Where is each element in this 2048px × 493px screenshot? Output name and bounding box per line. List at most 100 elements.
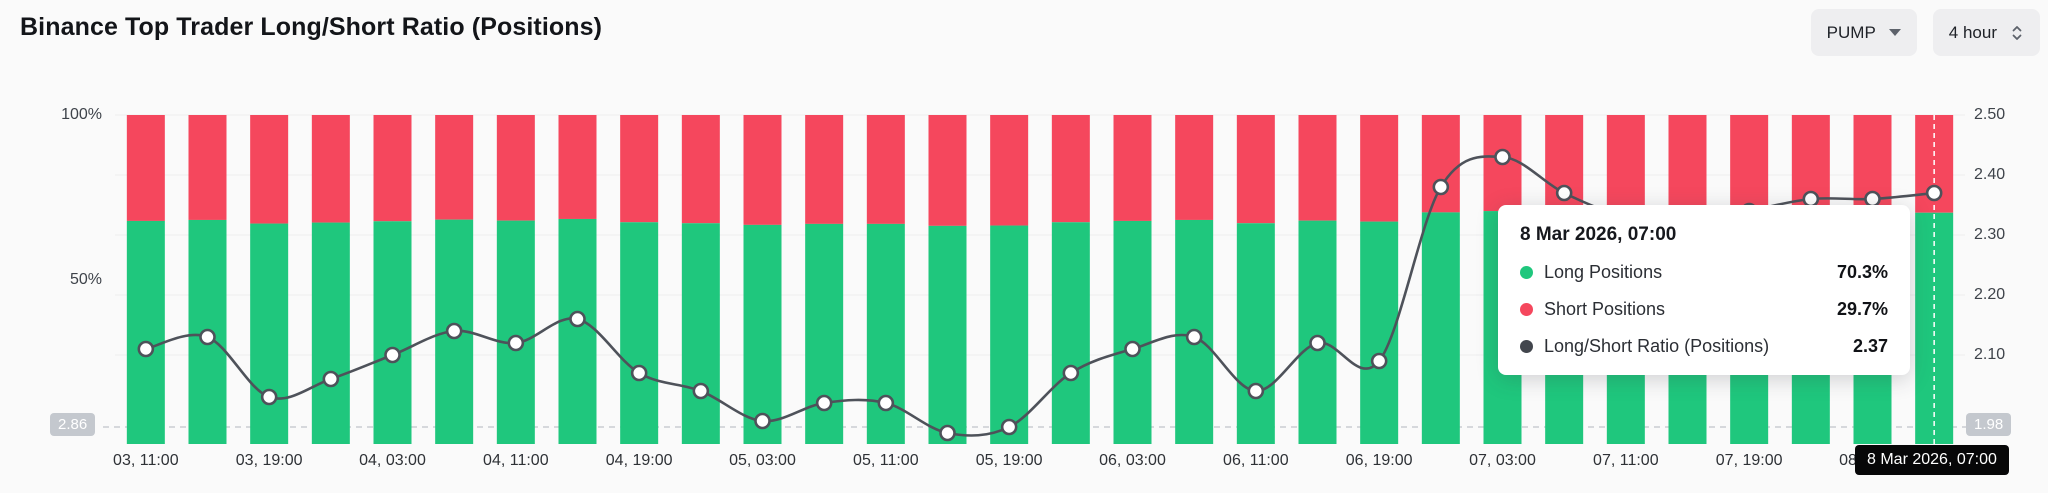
short-bar[interactable]	[311, 115, 350, 223]
ratio-marker[interactable]	[754, 412, 771, 430]
ratio-marker[interactable]	[630, 364, 648, 382]
x-axis-tick-label: 06, 03:00	[1099, 452, 1166, 469]
ratio-marker[interactable]	[445, 322, 463, 340]
ratio-marker[interactable]	[692, 382, 710, 400]
long-bar[interactable]	[1915, 212, 1954, 444]
x-axis-tick-label: 07, 03:00	[1469, 452, 1536, 469]
right-edge-badge: 1.98	[1966, 413, 2012, 436]
short-bar[interactable]	[1421, 115, 1460, 213]
ratio-marker[interactable]	[1185, 328, 1203, 346]
x-axis-tick-label: 04, 19:00	[605, 452, 673, 469]
x-axis-tick-label: 04, 11:00	[483, 452, 549, 469]
long-bar[interactable]	[990, 225, 1029, 444]
long-positions-dot-icon	[1520, 266, 1533, 279]
x-axis-tick-label: 05, 19:00	[975, 452, 1043, 469]
short-bar[interactable]	[620, 115, 659, 223]
long-bar[interactable]	[496, 220, 535, 444]
x-axis-tick-label: 06, 19:00	[1345, 452, 1413, 469]
long-bar[interactable]	[1298, 220, 1337, 444]
ratio-dot-icon	[1520, 340, 1533, 353]
symbol-select-value: PUMP	[1826, 22, 1876, 42]
ratio-marker[interactable]	[1925, 184, 1943, 202]
ratio-marker[interactable]	[137, 340, 155, 358]
ratio-marker[interactable]	[199, 328, 216, 346]
ratio-marker[interactable]	[1124, 340, 1141, 358]
long-bar[interactable]	[126, 220, 165, 444]
short-bar[interactable]	[681, 115, 720, 224]
ratio-marker[interactable]	[322, 370, 340, 388]
tooltip-label: Long/Short Ratio (Positions)	[1544, 336, 1770, 356]
long-bar[interactable]	[620, 222, 659, 444]
long-bar[interactable]	[681, 223, 720, 444]
tooltip-row-short: Short Positions 29.7%	[1520, 299, 1888, 320]
short-bar[interactable]	[373, 115, 412, 222]
ratio-marker[interactable]	[1370, 352, 1388, 370]
short-bar[interactable]	[188, 115, 227, 220]
short-bar[interactable]	[126, 115, 165, 221]
short-bar[interactable]	[250, 115, 289, 224]
short-bar[interactable]	[1360, 115, 1399, 222]
long-bar[interactable]	[558, 218, 597, 444]
short-bar[interactable]	[928, 115, 967, 226]
x-axis-tick-label: 03, 19:00	[235, 452, 303, 469]
short-bar[interactable]	[1113, 115, 1152, 221]
ratio-marker[interactable]	[1000, 418, 1018, 436]
short-bar[interactable]	[435, 115, 474, 220]
ratio-marker[interactable]	[260, 388, 278, 406]
short-bar[interactable]	[496, 115, 535, 221]
short-bar[interactable]	[990, 115, 1029, 226]
ratio-marker[interactable]	[1247, 382, 1265, 400]
left-edge-badge: 2.86	[50, 413, 96, 436]
ratio-marker[interactable]	[507, 334, 525, 352]
short-bar[interactable]	[558, 115, 597, 219]
ratio-marker[interactable]	[939, 424, 956, 442]
tooltip-row-ratio: Long/Short Ratio (Positions) 2.37	[1520, 336, 1888, 357]
ratio-marker[interactable]	[1494, 148, 1511, 166]
short-bar[interactable]	[1175, 115, 1214, 220]
x-axis-tick-label: 05, 03:00	[729, 452, 796, 469]
ratio-marker[interactable]	[569, 310, 586, 328]
short-bar[interactable]	[1298, 115, 1337, 221]
interval-select[interactable]: 4 hour	[1932, 9, 2040, 56]
x-axis-hover-tooltip: 8 Mar 2026, 07:00	[1855, 445, 2009, 475]
right-axis-tick-label: 2.10	[1974, 346, 2006, 363]
tooltip-label: Long Positions	[1544, 262, 1663, 282]
tooltip-value: 70.3%	[1836, 262, 1888, 282]
long-bar[interactable]	[311, 222, 350, 444]
right-axis-tick-label: 2.40	[1974, 166, 2006, 183]
ratio-marker[interactable]	[1309, 334, 1326, 352]
long-bar[interactable]	[250, 223, 289, 444]
page-title: Binance Top Trader Long/Short Ratio (Pos…	[20, 13, 603, 41]
symbol-select[interactable]: PUMP	[1810, 9, 1917, 56]
short-bar[interactable]	[805, 115, 844, 224]
up-down-arrows-icon	[2012, 25, 2022, 40]
short-bar[interactable]	[1730, 115, 1769, 214]
tooltip-label: Short Positions	[1544, 299, 1666, 319]
long-bar[interactable]	[1051, 222, 1090, 444]
tooltip-row-long: Long Positions 70.3%	[1520, 262, 1888, 283]
short-bar[interactable]	[743, 115, 782, 225]
interval-select-value: 4 hour	[1948, 22, 1997, 42]
long-bar[interactable]	[743, 224, 782, 444]
ratio-marker[interactable]	[1062, 364, 1080, 382]
short-bar[interactable]	[1606, 115, 1645, 214]
ratio-marker[interactable]	[877, 394, 895, 412]
ratio-marker[interactable]	[815, 394, 833, 412]
ratio-marker[interactable]	[1864, 190, 1881, 208]
x-axis-tick-label: 05, 11:00	[853, 452, 919, 469]
short-bar[interactable]	[1051, 115, 1090, 223]
long-bar[interactable]	[928, 225, 967, 444]
long-bar[interactable]	[1236, 223, 1275, 444]
long-bar[interactable]	[1113, 220, 1152, 444]
short-bar[interactable]	[1236, 115, 1275, 224]
long-bar[interactable]	[373, 221, 412, 444]
long-bar[interactable]	[1421, 212, 1460, 444]
ratio-marker[interactable]	[1555, 184, 1573, 202]
chevron-down-icon	[1888, 29, 1901, 36]
short-bar[interactable]	[1668, 115, 1707, 215]
left-axis-tick-label: 100%	[61, 106, 102, 123]
short-bar[interactable]	[866, 115, 905, 224]
ratio-marker[interactable]	[1432, 178, 1450, 196]
ratio-marker[interactable]	[384, 346, 401, 364]
ratio-marker[interactable]	[1802, 190, 1820, 208]
